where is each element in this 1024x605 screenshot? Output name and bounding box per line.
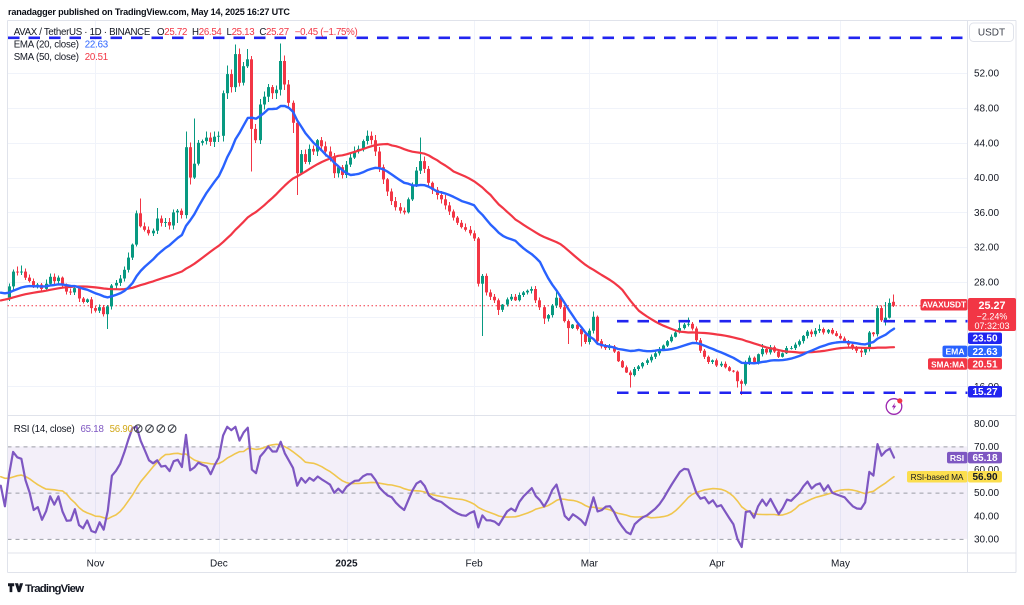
svg-text:TradingView: TradingView — [25, 583, 84, 595]
svg-text:40.00: 40.00 — [974, 511, 999, 522]
svg-text:Dec: Dec — [210, 559, 228, 570]
svg-text:AVAX / TetherUS · 1D · BINANCE: AVAX / TetherUS · 1D · BINANCE O25.72 H26.… — [14, 27, 358, 38]
svg-text:70.00: 70.00 — [974, 442, 999, 453]
svg-text:EMA: EMA — [945, 347, 964, 357]
svg-text:USDT: USDT — [978, 28, 1005, 39]
svg-text:EMA (20, close)22.63: EMA (20, close) 22.63 — [14, 40, 108, 51]
svg-text:60.00: 60.00 — [974, 465, 999, 476]
svg-text:50.00: 50.00 — [974, 488, 999, 499]
svg-text:65.18: 65.18 — [972, 453, 997, 464]
svg-text:Apr: Apr — [709, 559, 725, 570]
svg-text:80.00: 80.00 — [974, 419, 999, 430]
svg-text:RSI-based MA: RSI-based MA — [911, 472, 964, 482]
svg-text:25.27: 25.27 — [978, 300, 1005, 312]
svg-text:15.27: 15.27 — [972, 387, 997, 398]
svg-text:48.00: 48.00 — [974, 104, 999, 115]
svg-text:ranadagger published on Tradin: ranadagger published on TradingView.com,… — [8, 7, 290, 17]
svg-text:28.00: 28.00 — [974, 278, 999, 289]
svg-text:Mar: Mar — [581, 559, 599, 570]
svg-text:07:32:03: 07:32:03 — [974, 321, 1009, 331]
svg-text:Nov: Nov — [87, 559, 105, 570]
svg-text:40.00: 40.00 — [974, 173, 999, 184]
svg-text:56.90: 56.90 — [972, 472, 997, 483]
svg-text:52.00: 52.00 — [974, 69, 999, 80]
svg-text:−2.24%: −2.24% — [977, 312, 1008, 322]
svg-text:23.50: 23.50 — [972, 334, 997, 345]
svg-text:44.00: 44.00 — [974, 138, 999, 149]
svg-text:SMA:MA: SMA:MA — [931, 360, 965, 369]
svg-text:30.00: 30.00 — [974, 534, 999, 545]
svg-text:20.51: 20.51 — [972, 359, 997, 370]
svg-text:36.00: 36.00 — [974, 208, 999, 219]
svg-text:22.63: 22.63 — [972, 347, 997, 358]
svg-text:RSI: RSI — [950, 453, 964, 463]
svg-text:SMA (50, close)20.51: SMA (50, close) 20.51 — [14, 52, 108, 63]
svg-text:Feb: Feb — [465, 559, 483, 570]
svg-text:32.00: 32.00 — [974, 243, 999, 254]
svg-text:May: May — [831, 559, 850, 570]
svg-text:2025: 2025 — [335, 559, 358, 570]
svg-text:AVAXUSDT: AVAXUSDT — [922, 300, 967, 310]
